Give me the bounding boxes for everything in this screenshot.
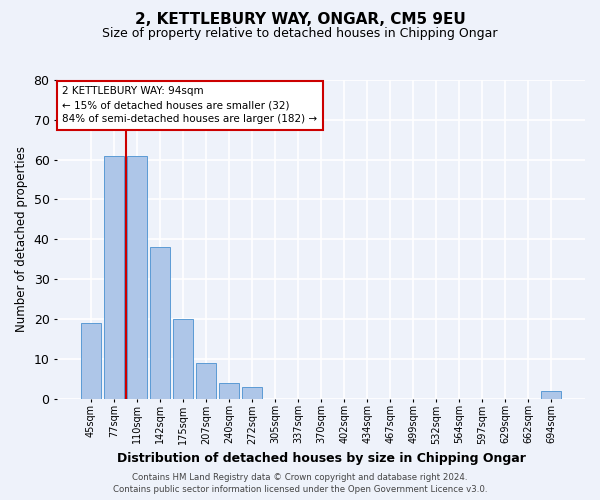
Y-axis label: Number of detached properties: Number of detached properties [15,146,28,332]
Bar [81,323,101,398]
Bar [219,382,239,398]
Text: 2 KETTLEBURY WAY: 94sqm
← 15% of detached houses are smaller (32)
84% of semi-de: 2 KETTLEBURY WAY: 94sqm ← 15% of detache… [62,86,317,124]
Bar [196,363,216,398]
Bar [173,319,193,398]
Bar [127,156,147,398]
Text: Contains HM Land Registry data © Crown copyright and database right 2024.
Contai: Contains HM Land Registry data © Crown c… [113,472,487,494]
Text: 2, KETTLEBURY WAY, ONGAR, CM5 9EU: 2, KETTLEBURY WAY, ONGAR, CM5 9EU [134,12,466,28]
Bar [104,156,124,398]
Text: Size of property relative to detached houses in Chipping Ongar: Size of property relative to detached ho… [102,28,498,40]
X-axis label: Distribution of detached houses by size in Chipping Ongar: Distribution of detached houses by size … [116,452,526,465]
Bar [150,248,170,398]
Bar [541,390,561,398]
Bar [242,386,262,398]
